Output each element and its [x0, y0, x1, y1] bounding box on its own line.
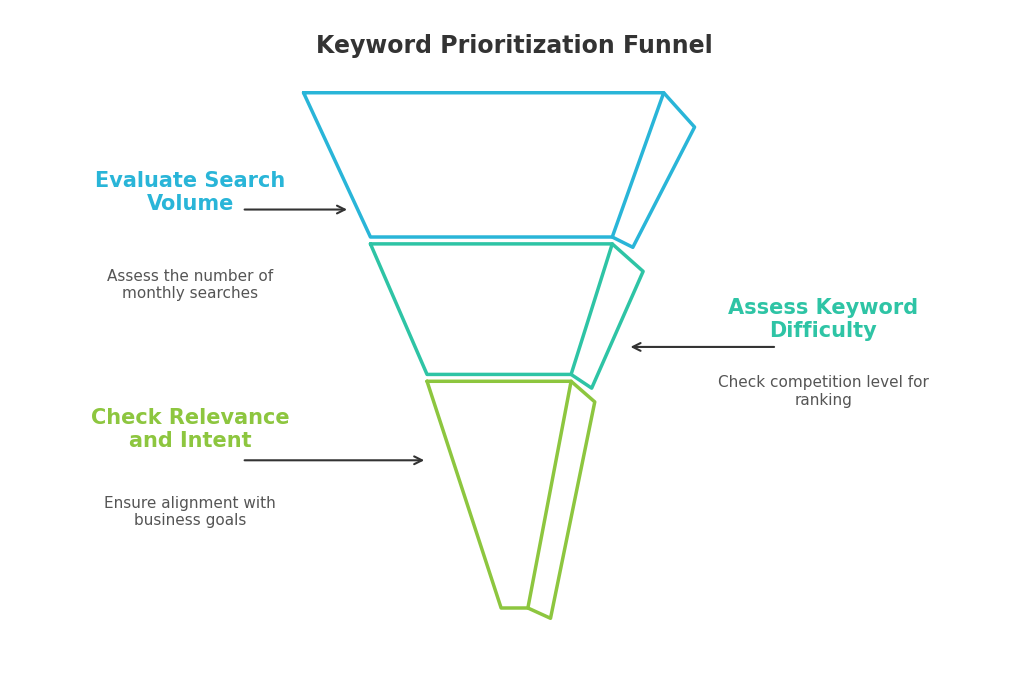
Text: Check Relevance
and Intent: Check Relevance and Intent — [91, 408, 290, 451]
Text: Keyword Prioritization Funnel: Keyword Prioritization Funnel — [316, 34, 713, 58]
Text: Ensure alignment with
business goals: Ensure alignment with business goals — [105, 495, 276, 528]
Text: Assess the number of
monthly searches: Assess the number of monthly searches — [107, 269, 274, 302]
Text: Check competition level for
ranking: Check competition level for ranking — [718, 375, 928, 408]
Text: Assess Keyword
Difficulty: Assess Keyword Difficulty — [729, 298, 918, 341]
Text: Evaluate Search
Volume: Evaluate Search Volume — [96, 171, 285, 214]
